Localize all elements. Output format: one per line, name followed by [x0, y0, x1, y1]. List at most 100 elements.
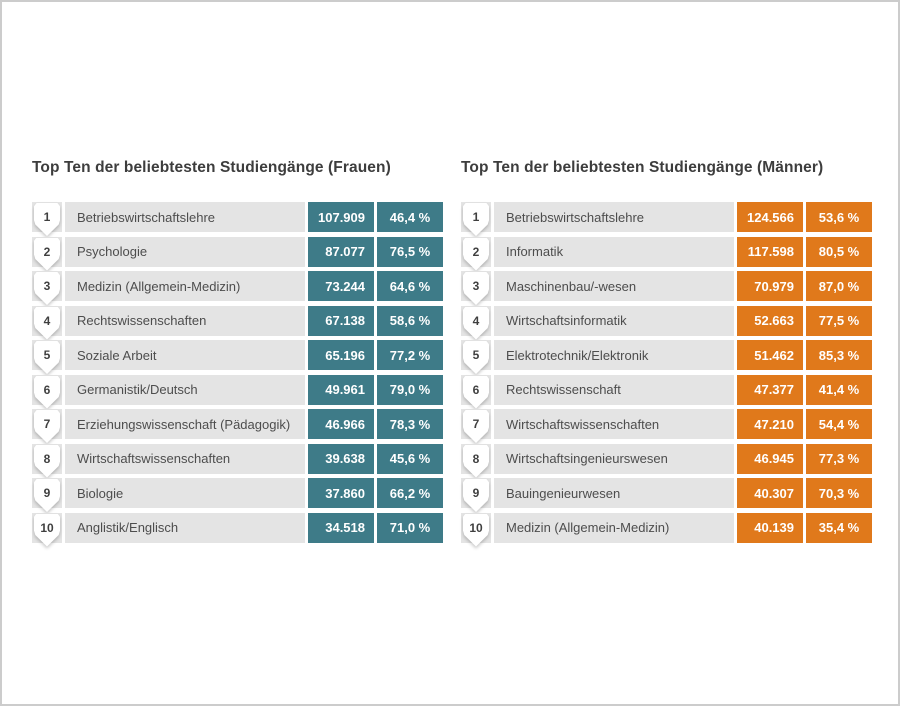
subject-name: Betriebswirtschaftslehre — [65, 202, 305, 232]
women-ranking-table: Top Ten der beliebtesten Studiengänge (F… — [32, 159, 446, 547]
table-row: 1 Betriebswirtschaftslehre 107.909 46,4 … — [32, 202, 446, 236]
student-count: 49.961 — [308, 374, 374, 405]
rank-cell: 5 — [32, 340, 62, 374]
rank-number: 5 — [472, 348, 480, 362]
share-percent: 64,6 % — [377, 271, 443, 301]
table-row: 9 Bauingenieurwesen 40.307 70,3 % — [461, 478, 875, 512]
rank-cell: 2 — [461, 236, 491, 271]
table-row: 3 Medizin (Allgemein-Medizin) 73.244 64,… — [32, 271, 446, 305]
share-percent: 54,4 % — [806, 409, 872, 439]
subject-name: Biologie — [65, 478, 305, 508]
student-count: 52.663 — [737, 305, 803, 336]
table-row: 9 Biologie 37.860 66,2 % — [32, 478, 446, 512]
share-percent: 66,2 % — [377, 478, 443, 508]
rank-shield-icon: 8 — [463, 444, 489, 478]
subject-name: Soziale Arbeit — [65, 340, 305, 370]
table-row: 10 Medizin (Allgemein-Medizin) 40.139 35… — [461, 512, 875, 547]
share-percent: 53,6 % — [806, 202, 872, 232]
rank-shield-icon: 6 — [34, 375, 60, 409]
table-row: 8 Wirtschaftsingenieurswesen 46.945 77,3… — [461, 443, 875, 478]
rank-number: 10 — [40, 520, 54, 535]
rank-cell: 10 — [461, 512, 491, 547]
rank-number: 8 — [472, 451, 480, 466]
share-percent: 35,4 % — [806, 512, 872, 543]
share-percent: 41,4 % — [806, 374, 872, 405]
share-percent: 77,2 % — [377, 340, 443, 370]
rank-cell: 4 — [32, 305, 62, 340]
subject-name: Wirtschaftswissenschaften — [65, 443, 305, 474]
rank-shield-icon: 1 — [34, 203, 60, 236]
student-count: 46.945 — [737, 443, 803, 474]
student-count: 51.462 — [737, 340, 803, 370]
student-count: 65.196 — [308, 340, 374, 370]
rank-shield-icon: 4 — [34, 306, 60, 340]
rank-number: 5 — [43, 348, 51, 362]
rank-shield-icon: 5 — [463, 341, 489, 374]
rank-shield-icon: 1 — [463, 203, 489, 236]
table-row: 7 Wirtschaftswissenschaften 47.210 54,4 … — [461, 409, 875, 443]
rank-shield-icon: 10 — [34, 513, 60, 547]
rank-cell: 9 — [32, 478, 62, 512]
student-count: 107.909 — [308, 202, 374, 232]
rank-cell: 2 — [32, 236, 62, 271]
subject-name: Wirtschaftswissenschaften — [494, 409, 734, 439]
rank-shield-icon: 7 — [34, 410, 60, 443]
rank-number: 4 — [472, 313, 480, 328]
share-percent: 78,3 % — [377, 409, 443, 439]
subject-name: Anglistik/Englisch — [65, 512, 305, 543]
rank-shield-icon: 2 — [463, 237, 489, 271]
share-percent: 77,3 % — [806, 443, 872, 474]
rank-cell: 1 — [32, 202, 62, 236]
student-count: 67.138 — [308, 305, 374, 336]
student-count: 40.307 — [737, 478, 803, 508]
share-percent: 46,4 % — [377, 202, 443, 232]
rank-shield-icon: 3 — [463, 272, 489, 305]
share-percent: 85,3 % — [806, 340, 872, 370]
rank-number: 1 — [472, 210, 480, 224]
rank-cell: 9 — [461, 478, 491, 512]
table-row: 6 Rechtswissenschaft 47.377 41,4 % — [461, 374, 875, 409]
rank-number: 1 — [43, 210, 51, 224]
table-row: 5 Elektrotechnik/Elektronik 51.462 85,3 … — [461, 340, 875, 374]
rank-cell: 6 — [32, 374, 62, 409]
rank-number: 7 — [43, 417, 51, 431]
rank-cell: 1 — [461, 202, 491, 236]
table-row: 7 Erziehungswissenschaft (Pädagogik) 46.… — [32, 409, 446, 443]
rank-shield-icon: 9 — [34, 479, 60, 512]
rank-cell: 8 — [461, 443, 491, 478]
student-count: 117.598 — [737, 236, 803, 267]
rank-shield-icon: 3 — [34, 272, 60, 305]
subject-name: Rechtswissenschaft — [494, 374, 734, 405]
rank-cell: 8 — [32, 443, 62, 478]
subject-name: Maschinenbau/-wesen — [494, 271, 734, 301]
rank-cell: 7 — [32, 409, 62, 443]
subject-name: Rechtswissenschaften — [65, 305, 305, 336]
subject-name: Wirtschaftsinformatik — [494, 305, 734, 336]
table-row: 4 Wirtschaftsinformatik 52.663 77,5 % — [461, 305, 875, 340]
rank-number: 7 — [472, 417, 480, 431]
student-count: 70.979 — [737, 271, 803, 301]
rank-number: 6 — [43, 382, 51, 397]
rank-number: 3 — [43, 279, 51, 293]
women-table-rows: 1 Betriebswirtschaftslehre 107.909 46,4 … — [32, 202, 446, 547]
rank-number: 9 — [43, 486, 51, 500]
subject-name: Psychologie — [65, 236, 305, 267]
share-percent: 58,6 % — [377, 305, 443, 336]
share-percent: 71,0 % — [377, 512, 443, 543]
subject-name: Medizin (Allgemein-Medizin) — [65, 271, 305, 301]
share-percent: 79,0 % — [377, 374, 443, 405]
student-count: 124.566 — [737, 202, 803, 232]
student-count: 47.377 — [737, 374, 803, 405]
men-table-title: Top Ten der beliebtesten Studiengänge (M… — [461, 159, 824, 176]
rank-shield-icon: 9 — [463, 479, 489, 512]
table-row: 1 Betriebswirtschaftslehre 124.566 53,6 … — [461, 202, 875, 236]
men-ranking-table: Top Ten der beliebtesten Studiengänge (M… — [461, 159, 875, 547]
rank-number: 10 — [469, 520, 483, 535]
rank-number: 2 — [43, 244, 51, 259]
student-count: 47.210 — [737, 409, 803, 439]
student-count: 87.077 — [308, 236, 374, 267]
student-count: 40.139 — [737, 512, 803, 543]
share-percent: 77,5 % — [806, 305, 872, 336]
rank-shield-icon: 6 — [463, 375, 489, 409]
rank-shield-icon: 2 — [34, 237, 60, 271]
